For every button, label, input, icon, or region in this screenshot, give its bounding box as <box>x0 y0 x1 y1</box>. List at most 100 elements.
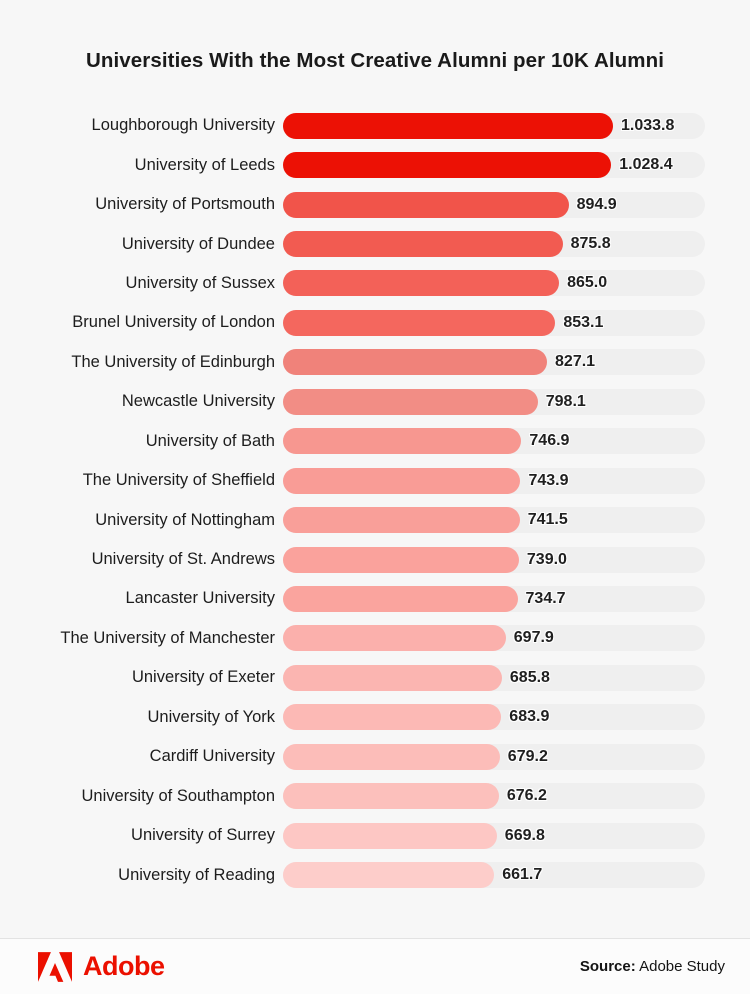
bar <box>283 585 518 612</box>
university-label: University of Sussex <box>125 273 275 292</box>
bar-track: 853.1 <box>283 309 705 336</box>
bar-row: University of Reading 661.7 <box>0 855 750 894</box>
university-label: Lancaster University <box>125 589 275 608</box>
bar-value-label: 746.9 <box>529 432 570 450</box>
bar-value-label: 734.7 <box>525 589 566 607</box>
bar-track: 683.9 <box>283 704 705 731</box>
bar-track: 734.7 <box>283 585 705 612</box>
source-value-text: Adobe Study <box>639 958 725 975</box>
university-label: The University of Manchester <box>60 628 275 647</box>
source-label: Source: <box>579 958 636 975</box>
bar-track: 669.8 <box>283 822 705 849</box>
adobe-wordmark: Adobe <box>83 951 165 981</box>
bar <box>283 428 522 455</box>
bar <box>283 546 519 573</box>
bar-row: Lancaster University 734.7 <box>0 579 750 618</box>
bar-row: University of Surrey 669.8 <box>0 816 750 855</box>
bar-track: 894.9 <box>283 191 705 218</box>
university-label: University of Nottingham <box>95 510 275 529</box>
bar-value-label: 865.0 <box>567 274 608 292</box>
university-label: University of Leeds <box>134 155 275 174</box>
bar <box>283 231 563 258</box>
university-label: The University of Edinburgh <box>71 352 275 371</box>
bar-value-label: 676.2 <box>506 787 547 805</box>
bar-value-label: 853.1 <box>563 313 604 331</box>
bar-track: 739.0 <box>283 546 705 573</box>
bar <box>283 152 612 179</box>
bar-row: Loughborough University 1.033.8 <box>0 106 750 145</box>
bar-row: University of Portsmouth 894.9 <box>0 185 750 224</box>
bar <box>283 270 560 297</box>
bar-value-label: 683.9 <box>509 708 550 726</box>
adobe-logo: Adobe <box>38 951 165 982</box>
bar-row: University of Nottingham 741.5 <box>0 500 750 539</box>
university-label: Newcastle University <box>121 392 275 411</box>
bar-value-label: 739.0 <box>526 550 567 568</box>
bar <box>283 862 495 889</box>
bar-track: 685.8 <box>283 664 705 691</box>
bar-row: The University of Sheffield 743.9 <box>0 461 750 500</box>
bar-track: 827.1 <box>283 349 705 376</box>
bar <box>283 783 499 810</box>
bar-row: University of Sussex 865.0 <box>0 264 750 303</box>
bar-value-label: 1.033.8 <box>621 116 675 134</box>
bar <box>283 467 521 494</box>
bar <box>283 507 520 534</box>
bar-value-label: 697.9 <box>513 629 554 647</box>
bar-value-label: 661.7 <box>502 866 543 884</box>
bar-chart: Loughborough University 1.033.8 Universi… <box>0 106 750 895</box>
bar <box>283 704 502 731</box>
bar-row: Brunel University of London 853.1 <box>0 303 750 342</box>
bar <box>283 112 613 139</box>
bar-row: University of York 683.9 <box>0 698 750 737</box>
bar <box>283 191 569 218</box>
bar-track: 741.5 <box>283 507 705 534</box>
bar <box>283 309 556 336</box>
bar-row: Cardiff University 679.2 <box>0 737 750 776</box>
bar-track: 661.7 <box>283 862 705 889</box>
university-label: University of Surrey <box>131 826 275 845</box>
bar-value-label: 798.1 <box>545 392 586 410</box>
bar-row: University of St. Andrews 739.0 <box>0 540 750 579</box>
university-label: University of York <box>147 707 275 726</box>
bar <box>283 625 506 652</box>
university-label: The University of Sheffield <box>82 471 275 490</box>
bar <box>283 388 538 415</box>
bar-value-label: 685.8 <box>509 668 550 686</box>
bar-track: 865.0 <box>283 270 705 297</box>
bar <box>283 743 500 770</box>
bar-row: The University of Edinburgh 827.1 <box>0 343 750 382</box>
bar-row: Newcastle University 798.1 <box>0 382 750 421</box>
bar-track: 1.028.4 <box>283 152 705 179</box>
university-label: University of Portsmouth <box>95 195 275 214</box>
university-label: University of St. Andrews <box>91 550 275 569</box>
university-label: University of Bath <box>145 431 275 450</box>
university-label: Loughborough University <box>91 116 275 135</box>
bar-row: University of Leeds 1.028.4 <box>0 145 750 184</box>
bar-row: University of Exeter 685.8 <box>0 658 750 697</box>
university-label: University of Southampton <box>81 786 275 805</box>
footer: Adobe Source: Adobe Study <box>0 938 750 994</box>
university-label: Brunel University of London <box>72 313 275 332</box>
chart-title: Universities With the Most Creative Alum… <box>85 49 665 72</box>
bar-track: 875.8 <box>283 231 705 258</box>
bar-value-label: 679.2 <box>507 747 548 765</box>
bar-track: 746.9 <box>283 428 705 455</box>
bar-value-label: 1.028.4 <box>619 156 673 174</box>
university-label: Cardiff University <box>149 747 275 766</box>
bar-track: 676.2 <box>283 783 705 810</box>
bar <box>283 664 502 691</box>
bar-track: 798.1 <box>283 388 705 415</box>
bar-value-label: 875.8 <box>570 235 611 253</box>
bar-row: University of Bath 746.9 <box>0 422 750 461</box>
bar-value-label: 741.5 <box>527 511 568 529</box>
bar-value-label: 743.9 <box>528 471 569 489</box>
bar-value-label: 827.1 <box>555 353 596 371</box>
bar-track: 679.2 <box>283 743 705 770</box>
university-label: University of Dundee <box>121 234 275 253</box>
bar-track: 697.9 <box>283 625 705 652</box>
bar-track: 743.9 <box>283 467 705 494</box>
bar <box>283 822 497 849</box>
bar-value-label: 669.8 <box>504 826 545 844</box>
